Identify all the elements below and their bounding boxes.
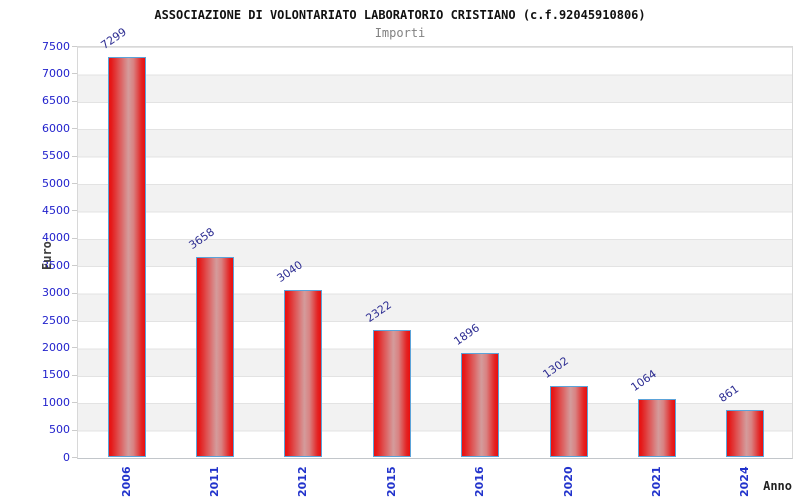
y-tick-label: 3500 bbox=[42, 258, 70, 272]
y-tick-mark bbox=[72, 156, 77, 157]
x-tick-label-2016: 2016 bbox=[473, 466, 487, 497]
y-tick-label: 4500 bbox=[42, 203, 70, 217]
y-tick-label: 2000 bbox=[42, 340, 70, 354]
y-tick-mark bbox=[72, 210, 77, 211]
y-tick-label: 2500 bbox=[42, 313, 70, 327]
x-tick-label-2021: 2021 bbox=[649, 466, 663, 497]
chart-title: ASSOCIAZIONE DI VOLONTARIATO LABORATORIO… bbox=[154, 8, 646, 22]
y-tick-label: 4000 bbox=[42, 231, 70, 245]
y-tick-label: 0 bbox=[63, 450, 70, 464]
bar-2020 bbox=[549, 385, 588, 457]
y-tick-mark bbox=[72, 293, 77, 294]
x-tick-label-2024: 2024 bbox=[738, 466, 752, 497]
y-tick-mark bbox=[72, 430, 77, 431]
bar-2006 bbox=[107, 57, 146, 457]
bar-2021 bbox=[637, 398, 676, 457]
chart-subtitle: Importi bbox=[374, 26, 426, 40]
bar-2015 bbox=[372, 329, 411, 457]
bar-2024 bbox=[726, 409, 765, 457]
y-tick-label: 5000 bbox=[42, 176, 70, 190]
y-tick-mark bbox=[72, 46, 77, 47]
y-tick-mark bbox=[72, 238, 77, 239]
y-tick-mark bbox=[72, 457, 77, 458]
y-tick-label: 1500 bbox=[42, 368, 70, 382]
y-tick-mark bbox=[72, 402, 77, 403]
bar-2016 bbox=[461, 353, 500, 457]
y-tick-label: 500 bbox=[49, 423, 70, 437]
y-tick-mark bbox=[72, 73, 77, 74]
y-tick-label: 7000 bbox=[42, 66, 70, 80]
y-tick-mark bbox=[72, 265, 77, 266]
x-tick-label-2011: 2011 bbox=[207, 466, 221, 497]
x-axis-title: Anno bbox=[763, 479, 792, 493]
x-tick-label-2015: 2015 bbox=[384, 466, 398, 497]
y-tick-mark bbox=[72, 183, 77, 184]
y-tick-label: 6500 bbox=[42, 94, 70, 108]
y-tick-mark bbox=[72, 101, 77, 102]
bar-2012 bbox=[284, 290, 323, 457]
x-tick-label-2006: 2006 bbox=[119, 466, 133, 497]
y-axis-title: Euro bbox=[40, 241, 54, 270]
plot-area bbox=[77, 46, 793, 459]
bar-2011 bbox=[195, 256, 234, 457]
y-tick-label: 5500 bbox=[42, 149, 70, 163]
y-tick-label: 3000 bbox=[42, 286, 70, 300]
y-tick-mark bbox=[72, 347, 77, 348]
y-tick-mark bbox=[72, 320, 77, 321]
y-tick-label: 7500 bbox=[42, 39, 70, 53]
y-tick-mark bbox=[72, 128, 77, 129]
x-tick-label-2020: 2020 bbox=[561, 466, 575, 497]
x-tick-label-2012: 2012 bbox=[296, 466, 310, 497]
y-tick-label: 6000 bbox=[42, 121, 70, 135]
y-tick-label: 1000 bbox=[42, 395, 70, 409]
y-tick-mark bbox=[72, 375, 77, 376]
